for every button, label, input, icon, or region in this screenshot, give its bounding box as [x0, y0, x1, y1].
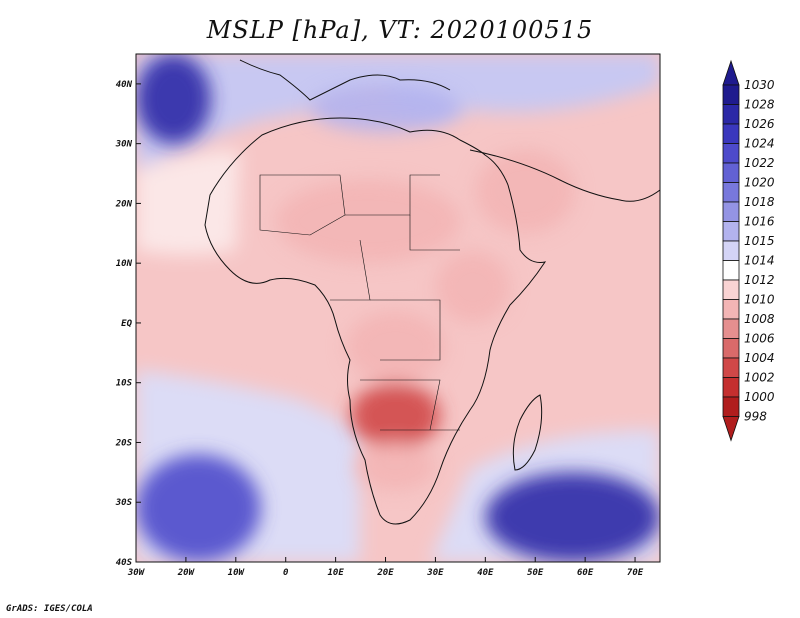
field-arabia-low: [475, 149, 576, 234]
x-tick-label: 70E: [627, 568, 644, 578]
colorbar-swatch: [722, 143, 740, 164]
x-tick-label: 10W: [228, 568, 246, 578]
colorbar-top-arrow: [722, 59, 740, 86]
colorbar-swatch: [722, 221, 740, 242]
pressure-field: [136, 54, 660, 562]
colorbar-swatch: [722, 299, 740, 320]
colorbar-swatch: [722, 279, 740, 300]
colorbar-label: 1014: [744, 254, 775, 268]
colorbar-label: 1026: [744, 117, 775, 131]
colorbar-swatch: [722, 357, 740, 378]
colorbar-label: 1010: [744, 293, 775, 307]
colorbar-label: 1006: [744, 332, 775, 346]
colorbar-swatch: [722, 396, 740, 417]
colorbar-label: 1002: [744, 371, 775, 385]
colorbar-swatch: [722, 104, 740, 125]
colorbar-label: 1015: [744, 234, 775, 248]
x-tick-label: 10E: [327, 568, 344, 578]
africa-coast: [204, 117, 547, 525]
field-atlantic-transition: [136, 150, 240, 255]
colorbar-swatch: [722, 84, 740, 105]
y-tick-label: 10S: [116, 379, 133, 389]
x-tick-label: 40E: [477, 568, 494, 578]
x-tick-label: 20E: [376, 568, 394, 578]
field-sa-atlantic-high: [136, 454, 261, 562]
y-tick-label: EQ: [121, 319, 132, 329]
field-zambia-low: [350, 382, 441, 449]
y-tick-label: 40N: [116, 80, 133, 90]
colorbar-swatch: [722, 338, 740, 359]
colorbar-label: 1030: [744, 78, 775, 92]
field-north-band: [136, 54, 660, 170]
field-congo: [345, 310, 446, 383]
colorbar-swatch: [722, 318, 740, 339]
country-borders: [259, 174, 460, 431]
colorbar-label: 1024: [744, 137, 775, 151]
europe-coast: [239, 59, 451, 101]
y-tick-label: 30S: [115, 498, 133, 508]
credit-label: GrADS: IGES/COLA: [6, 604, 93, 614]
y-tick-label: 20S: [115, 438, 133, 448]
field-azores-high: [136, 54, 211, 144]
colorbar-label: 998: [744, 410, 767, 424]
coastlines: [204, 59, 660, 525]
colorbar-swatch: [722, 201, 740, 222]
field-mediterranean: [310, 83, 461, 132]
field-indian-ocean-high: [485, 472, 660, 562]
colorbar-label: 1000: [744, 390, 775, 404]
y-axis: 40N 30N 20N 10N EQ 10S 20S 30S 40S: [115, 80, 141, 568]
x-tick-label: 60E: [577, 568, 594, 578]
x-tick-label: 20W: [177, 568, 196, 578]
colorbar: 1030 1028 1026 1024 1022 1020 1018 1016 1015 1014…: [722, 59, 775, 442]
x-axis: 30W 20W 10W 0 10E 20E 30E 40E 50E 60E 70E: [127, 557, 644, 578]
colorbar-label: 1028: [744, 98, 775, 112]
y-tick-label: 30N: [115, 140, 133, 150]
arabia-coast: [469, 149, 660, 202]
map-title: MSLP [hPa], VT: 2020100515: [206, 16, 594, 44]
colorbar-swatch: [722, 260, 740, 281]
colorbar-label: 1018: [744, 195, 775, 209]
colorbar-bottom-arrow: [722, 416, 740, 442]
plot-frame: [135, 53, 661, 563]
colorbar-swatch: [722, 123, 740, 144]
field-kalahari: [355, 442, 436, 491]
colorbar-label: 1004: [744, 351, 775, 365]
x-tick-label: 50E: [527, 568, 544, 578]
y-tick-label: 10N: [116, 259, 133, 269]
y-tick-label: 20N: [115, 199, 133, 209]
colorbar-label: 1012: [744, 273, 775, 287]
y-tick-label: 40S: [116, 558, 133, 568]
colorbar-label: 1020: [744, 176, 775, 190]
colorbar-swatch: [722, 162, 740, 183]
field-sahara-low: [275, 179, 461, 264]
colorbar-swatch: [722, 182, 740, 203]
x-tick-label: 30E: [426, 568, 444, 578]
colorbar-swatch: [722, 240, 740, 261]
x-tick-label: 30W: [127, 568, 146, 578]
x-tick-label: 0: [283, 568, 289, 578]
colorbar-label: 1008: [744, 312, 775, 326]
colorbar-label: 1016: [744, 215, 775, 229]
colorbar-label: 1022: [744, 156, 775, 170]
madagascar-coast: [512, 394, 543, 471]
field-east-africa: [435, 251, 511, 323]
colorbar-swatch: [722, 377, 740, 398]
